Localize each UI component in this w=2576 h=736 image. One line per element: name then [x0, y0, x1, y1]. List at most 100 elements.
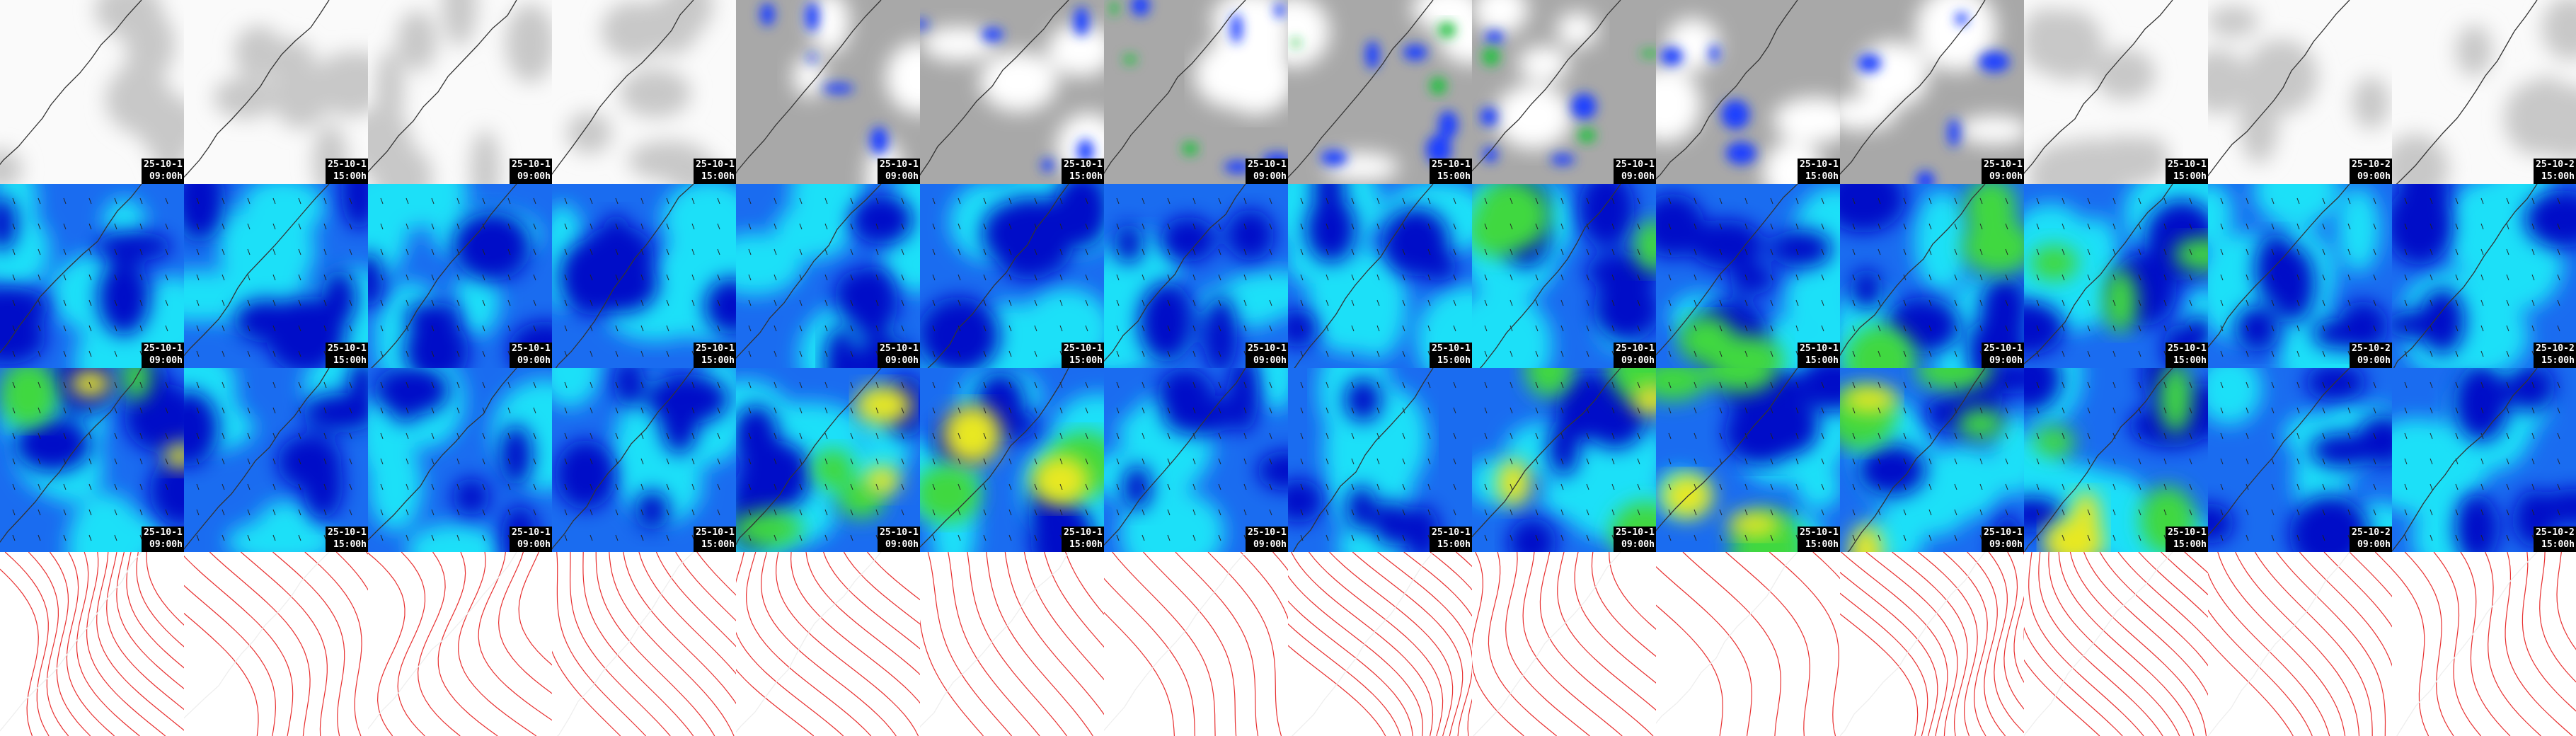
barb [932, 223, 936, 230]
blob [1712, 334, 1785, 368]
barb [932, 274, 936, 281]
barb [1300, 197, 1304, 205]
barb [2163, 509, 2167, 516]
barb [165, 509, 168, 516]
barb [2404, 534, 2408, 541]
barb [1903, 223, 1907, 230]
blob [2306, 368, 2367, 401]
barb [1852, 407, 1856, 414]
coastline [1473, 552, 1621, 736]
blob [2338, 187, 2381, 272]
barb [1116, 350, 1120, 357]
map-image [368, 184, 552, 368]
barb [1300, 248, 1304, 255]
isobar [458, 552, 537, 736]
barb [139, 432, 143, 439]
barb [1954, 197, 1957, 205]
barb [1116, 407, 1120, 414]
blob [1374, 500, 1411, 546]
barb [12, 509, 16, 516]
barb [1142, 274, 1145, 281]
barb [247, 299, 251, 306]
barb [717, 483, 720, 490]
barb [850, 248, 853, 255]
barb [875, 509, 879, 516]
barb [1453, 483, 1456, 490]
barb [1192, 458, 1196, 465]
barb [1586, 381, 1589, 389]
barb [1694, 509, 1697, 516]
barb [114, 248, 117, 255]
isobar [1841, 552, 1948, 736]
barb [323, 223, 327, 230]
barb [1085, 223, 1088, 230]
barb [850, 509, 853, 516]
map-panel: 25-10-1 09:00h [1104, 0, 1288, 184]
timestamp-label: 25-10-1 09:00h [510, 343, 552, 368]
barb [114, 381, 117, 389]
barb [298, 325, 301, 332]
barb [2531, 509, 2535, 516]
blob [1915, 0, 1997, 71]
barb [1535, 248, 1539, 255]
barb [564, 325, 568, 332]
barb [1744, 248, 1748, 255]
time-text: 09:00h [1989, 539, 2023, 550]
isobar [2099, 552, 2208, 667]
barb [63, 325, 67, 332]
blob [69, 369, 112, 398]
barb [1535, 432, 1539, 439]
date-text: 25-10-2 [2352, 527, 2391, 538]
coastline [184, 184, 330, 357]
barb [2430, 350, 2433, 357]
barb [2373, 432, 2376, 439]
map-panel: 25-10-1 09:00h [736, 0, 920, 184]
barb [247, 458, 251, 465]
barb [1351, 483, 1355, 490]
barb [1008, 223, 1012, 230]
barb [983, 534, 987, 541]
barb [1510, 458, 1513, 465]
barb [380, 248, 384, 255]
barb [958, 223, 961, 230]
barb [2296, 458, 2300, 465]
barb [2506, 381, 2509, 389]
blob [1472, 205, 1529, 258]
barb [482, 197, 485, 205]
isobar [49, 552, 91, 736]
barb [590, 223, 593, 230]
blob [1226, 209, 1275, 261]
blob [2024, 301, 2064, 355]
background [1656, 552, 1840, 736]
barb [983, 274, 987, 281]
blob [2024, 368, 2062, 413]
isobar [2235, 552, 2360, 736]
barb [2246, 350, 2249, 357]
barb [2531, 381, 2535, 389]
barb [1008, 458, 1012, 465]
isobars [184, 552, 368, 736]
barb [196, 197, 200, 205]
barb [1852, 458, 1856, 465]
barb [850, 274, 853, 281]
isobar [368, 552, 406, 736]
barb [590, 458, 593, 465]
barb [2246, 458, 2249, 465]
isobar [1309, 552, 1444, 736]
barb [2005, 274, 2008, 281]
barb [2138, 197, 2141, 205]
barb [1376, 325, 1380, 332]
blob [921, 26, 995, 62]
barb [507, 223, 511, 230]
isobar [556, 552, 647, 736]
blob [942, 404, 1002, 465]
barb [1116, 223, 1120, 230]
barb [1142, 432, 1145, 439]
barb [298, 458, 301, 465]
barb [1954, 381, 1957, 389]
barb [717, 197, 720, 205]
date-text: 25-10-1 [1248, 343, 1287, 354]
blob [0, 197, 17, 251]
barb [1611, 432, 1615, 439]
barb [2296, 534, 2300, 541]
